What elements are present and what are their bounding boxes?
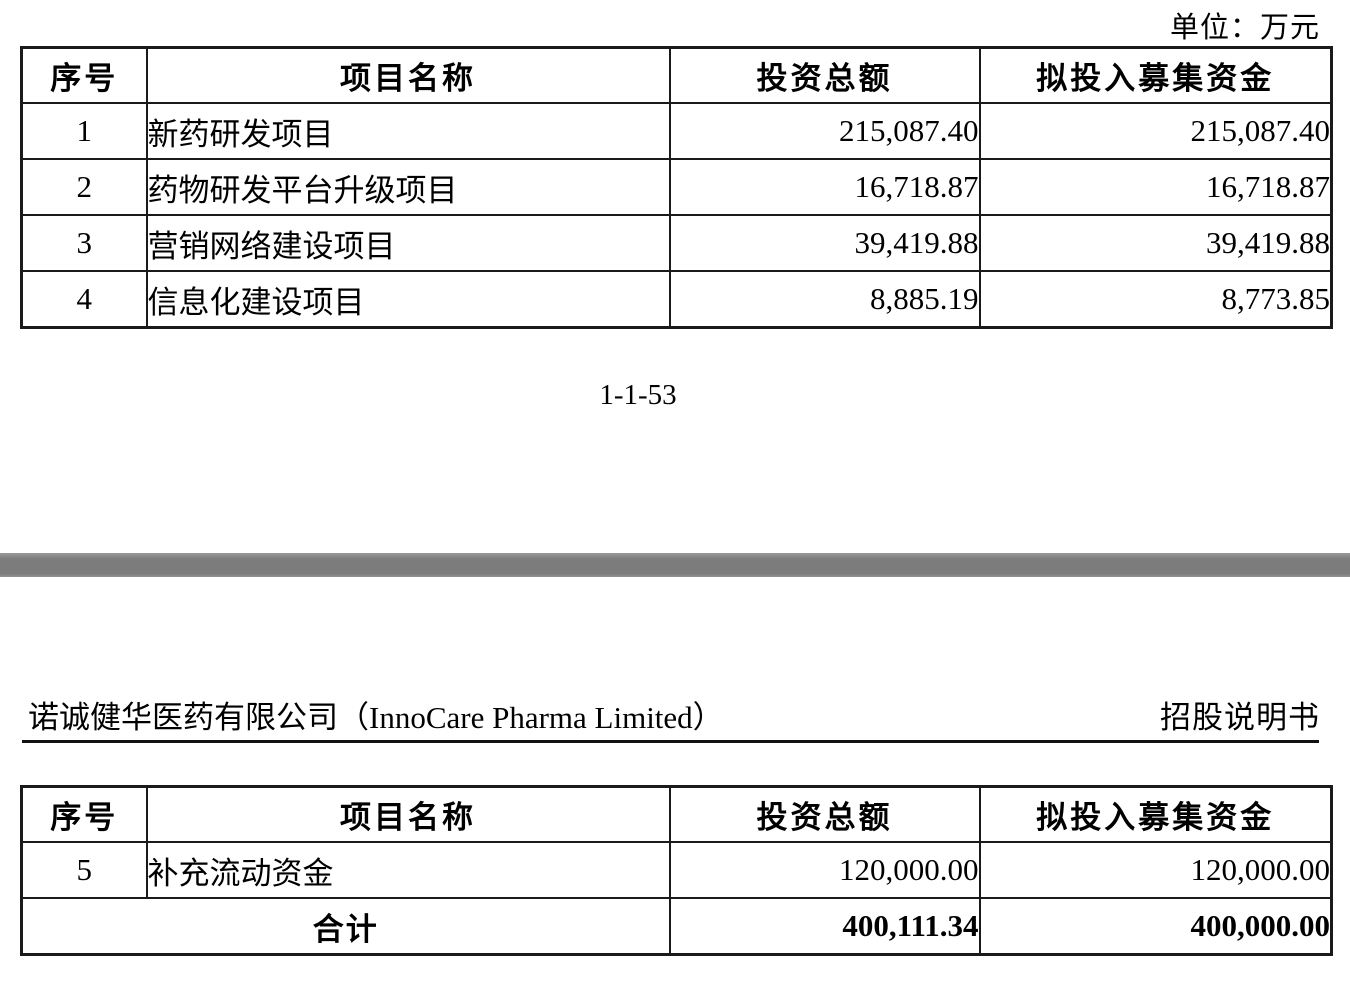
table-row: 2 药物研发平台升级项目 16,718.87 16,718.87	[20, 158, 1333, 216]
row-seq: 4	[20, 270, 148, 329]
total-row: 合计 400,111.34 400,000.00	[20, 897, 1333, 956]
total-raised: 400,000.00	[978, 897, 1333, 956]
company-name: 诺诚健华医药有限公司（InnoCare Pharma Limited）	[28, 700, 724, 735]
row-name: 补充流动资金	[145, 841, 671, 899]
col-header-raised: 拟投入募集资金	[978, 785, 1333, 843]
row-total: 120,000.00	[668, 841, 981, 899]
row-seq: 5	[20, 841, 148, 899]
total-investment: 400,111.34	[668, 897, 981, 956]
col-header-seq: 序号	[20, 785, 148, 843]
row-name: 药物研发平台升级项目	[145, 158, 671, 216]
row-name: 新药研发项目	[145, 102, 671, 160]
col-header-raised: 拟投入募集资金	[978, 46, 1333, 104]
table-row: 1 新药研发项目 215,087.40 215,087.40	[20, 102, 1333, 160]
col-header-name: 项目名称	[145, 785, 671, 843]
row-total: 8,885.19	[668, 270, 981, 329]
page-number: 1-1-53	[599, 379, 677, 411]
table-header-row: 序号 项目名称 投资总额 拟投入募集资金	[20, 785, 1333, 843]
col-header-seq: 序号	[20, 46, 148, 104]
page-header: 诺诚健华医药有限公司（InnoCare Pharma Limited） 招股说明…	[28, 692, 1320, 737]
document-type: 招股说明书	[1160, 700, 1320, 735]
row-raised: 215,087.40	[978, 102, 1333, 160]
col-header-total: 投资总额	[668, 785, 981, 843]
row-total: 39,419.88	[668, 214, 981, 272]
table-row: 3 营销网络建设项目 39,419.88 39,419.88	[20, 214, 1333, 272]
table-row: 4 信息化建设项目 8,885.19 8,773.85	[20, 270, 1333, 329]
col-header-name: 项目名称	[145, 46, 671, 104]
table-header-row: 序号 项目名称 投资总额 拟投入募集资金	[20, 46, 1333, 104]
header-rule	[22, 740, 1319, 743]
row-raised: 16,718.87	[978, 158, 1333, 216]
row-raised: 8,773.85	[978, 270, 1333, 329]
table-row: 5 补充流动资金 120,000.00 120,000.00	[20, 841, 1333, 899]
fundraising-summary-table: 序号 项目名称 投资总额 拟投入募集资金 5 补充流动资金 120,000.00…	[20, 785, 1333, 956]
row-total: 16,718.87	[668, 158, 981, 216]
row-total: 215,087.40	[668, 102, 981, 160]
row-seq: 3	[20, 214, 148, 272]
row-raised: 120,000.00	[978, 841, 1333, 899]
row-name: 信息化建设项目	[145, 270, 671, 329]
fundraising-projects-table: 序号 项目名称 投资总额 拟投入募集资金 1 新药研发项目 215,087.40…	[20, 46, 1333, 329]
row-raised: 39,419.88	[978, 214, 1333, 272]
total-label: 合计	[20, 897, 671, 956]
unit-label: 单位：万元	[1169, 12, 1320, 44]
row-name: 营销网络建设项目	[145, 214, 671, 272]
row-seq: 1	[20, 102, 148, 160]
col-header-total: 投资总额	[668, 46, 981, 104]
page-separator-bar	[0, 553, 1350, 577]
row-seq: 2	[20, 158, 148, 216]
